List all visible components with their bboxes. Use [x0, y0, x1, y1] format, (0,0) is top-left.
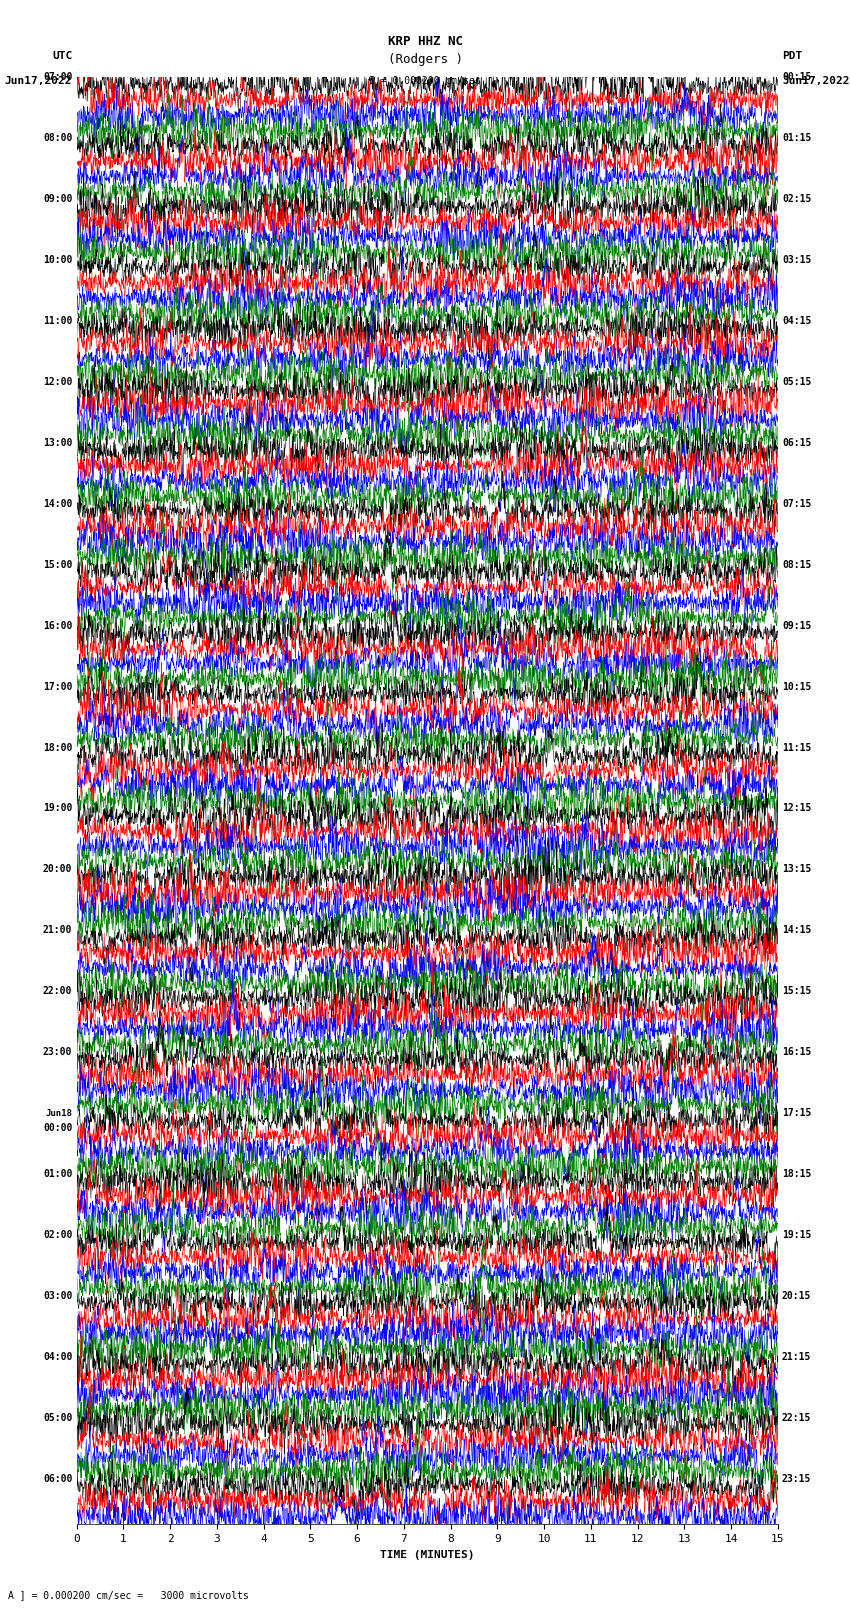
Text: 12:15: 12:15	[782, 803, 812, 813]
Text: KRP HHZ NC: KRP HHZ NC	[388, 35, 462, 48]
Text: 17:15: 17:15	[782, 1108, 812, 1118]
Text: 13:00: 13:00	[42, 439, 72, 448]
Text: 02:00: 02:00	[42, 1231, 72, 1240]
X-axis label: TIME (MINUTES): TIME (MINUTES)	[380, 1550, 474, 1560]
Text: PDT: PDT	[782, 52, 802, 61]
Text: 02:15: 02:15	[782, 194, 812, 205]
Text: 12:00: 12:00	[42, 377, 72, 387]
Text: 19:15: 19:15	[782, 1231, 812, 1240]
Text: 03:00: 03:00	[42, 1290, 72, 1300]
Text: Jun17,2022: Jun17,2022	[5, 76, 72, 85]
Text: 21:15: 21:15	[782, 1352, 812, 1361]
Text: 17:00: 17:00	[42, 682, 72, 692]
Text: 20:00: 20:00	[42, 865, 72, 874]
Text: 22:00: 22:00	[42, 986, 72, 997]
Text: 15:00: 15:00	[42, 560, 72, 569]
Text: 10:15: 10:15	[782, 682, 812, 692]
Text: Jun17,2022: Jun17,2022	[782, 76, 849, 85]
Text: 09:00: 09:00	[42, 194, 72, 205]
Text: A ] = 0.000200 cm/sec =   3000 microvolts: A ] = 0.000200 cm/sec = 3000 microvolts	[8, 1590, 249, 1600]
Text: 15:15: 15:15	[782, 986, 812, 997]
Text: 05:00: 05:00	[42, 1413, 72, 1423]
Text: 16:00: 16:00	[42, 621, 72, 631]
Text: 19:00: 19:00	[42, 803, 72, 813]
Text: 07:15: 07:15	[782, 498, 812, 508]
Text: 21:00: 21:00	[42, 926, 72, 936]
Text: (Rodgers ): (Rodgers )	[388, 53, 462, 66]
Text: 20:15: 20:15	[782, 1290, 812, 1300]
Text: 06:15: 06:15	[782, 439, 812, 448]
Text: 08:15: 08:15	[782, 560, 812, 569]
Text: 23:15: 23:15	[782, 1474, 812, 1484]
Text: 04:00: 04:00	[42, 1352, 72, 1361]
Text: 00:00: 00:00	[42, 1123, 72, 1134]
Text: 11:15: 11:15	[782, 742, 812, 753]
Text: 03:15: 03:15	[782, 255, 812, 265]
Text: 14:00: 14:00	[42, 498, 72, 508]
Text: 22:15: 22:15	[782, 1413, 812, 1423]
Text: 05:15: 05:15	[782, 377, 812, 387]
Text: 01:15: 01:15	[782, 134, 812, 144]
Text: 10:00: 10:00	[42, 255, 72, 265]
Text: 08:00: 08:00	[42, 134, 72, 144]
Text: 11:00: 11:00	[42, 316, 72, 326]
Text: 13:15: 13:15	[782, 865, 812, 874]
Text: Jun18: Jun18	[45, 1108, 72, 1118]
Text: 01:00: 01:00	[42, 1169, 72, 1179]
Text: 04:15: 04:15	[782, 316, 812, 326]
Text: 06:00: 06:00	[42, 1474, 72, 1484]
Text: 18:15: 18:15	[782, 1169, 812, 1179]
Text: UTC: UTC	[52, 52, 72, 61]
Text: 18:00: 18:00	[42, 742, 72, 753]
Text: I = 0.000200 cm/sec: I = 0.000200 cm/sec	[369, 76, 481, 85]
Text: 00:15: 00:15	[782, 73, 812, 82]
Text: 07:00: 07:00	[42, 73, 72, 82]
Text: 14:15: 14:15	[782, 926, 812, 936]
Text: 23:00: 23:00	[42, 1047, 72, 1057]
Text: 09:15: 09:15	[782, 621, 812, 631]
Text: 16:15: 16:15	[782, 1047, 812, 1057]
